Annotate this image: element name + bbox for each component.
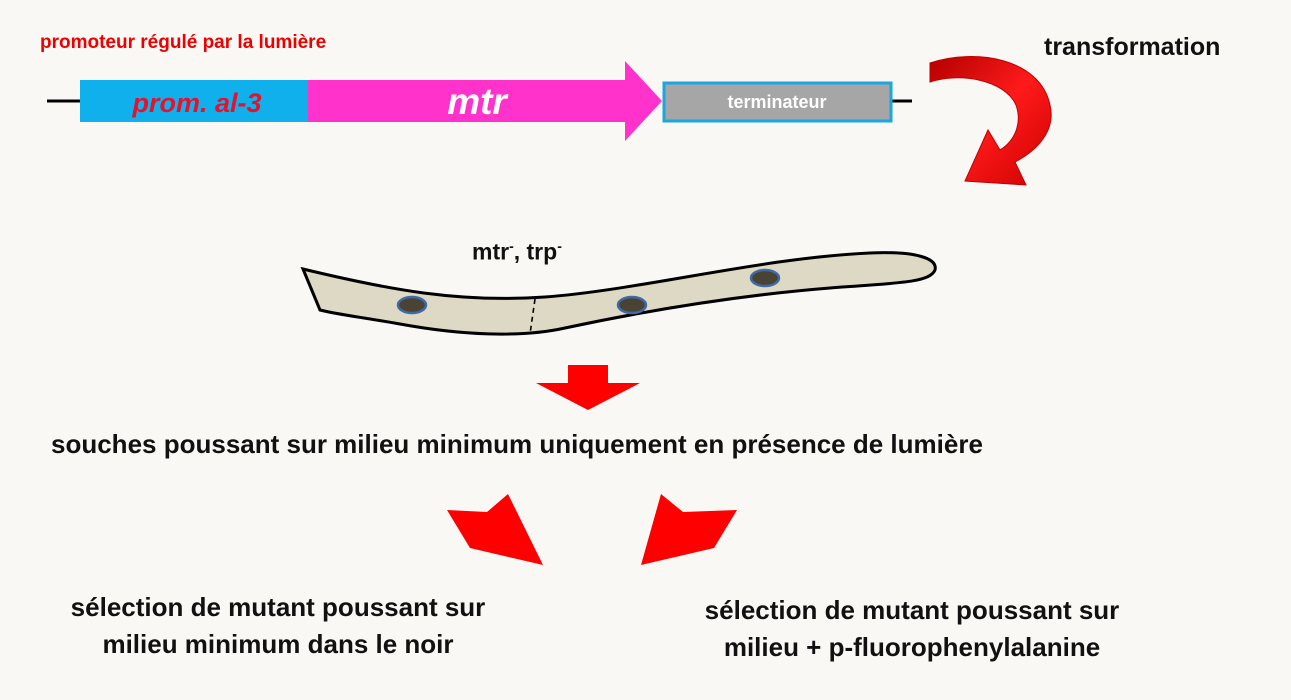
selection-right-line2: milieu + p-fluorophenylalanine: [723, 632, 1101, 662]
growth-light-step: souches poussant sur milieu minimum uniq…: [51, 429, 983, 459]
gene-construct: prom. al-3 mtr terminateur: [47, 61, 912, 141]
selection-left-line1: sélection de mutant poussant sur: [70, 592, 486, 622]
promoter-label: prom. al-3: [131, 88, 261, 118]
terminator-label: terminateur: [727, 92, 826, 112]
genotype-trp-superscript: -: [557, 238, 562, 254]
genotype-label: mtr-, trp-: [472, 238, 562, 266]
gene-label: mtr: [447, 81, 509, 122]
transformation-arrow: [929, 56, 1052, 186]
nucleus: [396, 295, 428, 315]
selection-left-line2: milieu minimum dans le noir: [102, 629, 454, 659]
selection-left: sélection de mutant poussant sur milieu …: [38, 592, 518, 660]
promoter-caption: promoteur régulé par la lumière: [40, 32, 327, 53]
selection-right-line1: sélection de mutant poussant sur: [704, 595, 1120, 625]
transformation-label: transformation: [1044, 33, 1221, 61]
genotype-trp: , trp: [513, 238, 558, 265]
diverging-arrow-right: [641, 494, 737, 565]
down-arrow: [536, 365, 640, 410]
promoter-box: [80, 80, 310, 122]
genotype-mtr: mtr: [472, 238, 510, 265]
diverging-arrow-left: [447, 494, 543, 565]
mtr-gene-arrow: [308, 61, 662, 141]
terminator-box: [662, 81, 893, 123]
hypha-body: [300, 251, 937, 336]
genotype-mtr-superscript: -: [509, 238, 514, 254]
septum-dashed-line: [529, 298, 536, 335]
nucleus: [749, 268, 781, 288]
selection-right: sélection de mutant poussant sur milieu …: [672, 595, 1152, 663]
nucleus: [616, 295, 648, 315]
hypha: [300, 251, 937, 336]
